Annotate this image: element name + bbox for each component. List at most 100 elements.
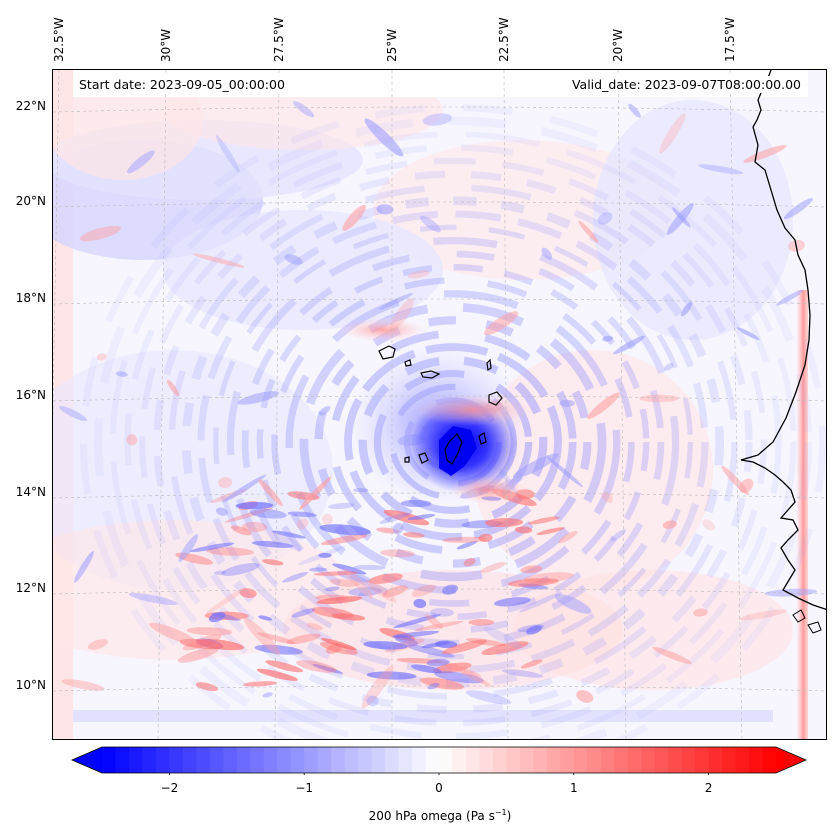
colorbar-segment <box>398 747 413 773</box>
field-patch <box>283 570 623 690</box>
field-streak <box>321 638 357 651</box>
colorbar-segment <box>641 747 656 773</box>
field-streak <box>662 520 677 529</box>
colorbar-segment <box>654 747 669 773</box>
latitude-gridline <box>53 588 826 595</box>
omega-field-layer <box>53 70 826 739</box>
wave-ring <box>93 116 813 739</box>
field-streak <box>764 588 818 597</box>
field-streak <box>327 502 355 510</box>
field-streak <box>666 203 694 235</box>
longitude-label: 25°W <box>385 28 399 62</box>
colorbar-segment <box>479 747 494 773</box>
field-streak <box>520 659 543 669</box>
field-streak <box>376 204 394 215</box>
field-streak <box>393 614 442 629</box>
field-streak <box>262 559 284 566</box>
field-streak <box>256 668 298 681</box>
colorbar-segment <box>128 747 143 773</box>
field-streak <box>230 525 252 536</box>
field-streak <box>128 592 178 605</box>
field-streak <box>224 507 273 523</box>
field-streak <box>663 363 674 371</box>
field-streak <box>536 527 565 535</box>
gridlines <box>53 70 826 739</box>
field-streak <box>115 371 128 377</box>
africa-coastline <box>740 126 826 611</box>
field-streak <box>79 225 122 242</box>
island-brava <box>404 456 410 463</box>
field-streak <box>442 536 487 543</box>
field-streak <box>378 293 414 310</box>
field-streak <box>414 621 464 631</box>
field-streak <box>702 519 716 531</box>
field-streak <box>526 625 543 635</box>
field-streak <box>364 118 404 157</box>
field-streak <box>331 613 366 621</box>
storm-ring-subsidence <box>448 476 528 504</box>
latitude-gridline <box>53 685 826 692</box>
omega-field-map <box>53 70 826 739</box>
field-streak <box>254 644 303 655</box>
colorbar-segment <box>425 747 440 773</box>
field-patch <box>53 70 203 180</box>
field-streak <box>205 587 246 615</box>
field-streak <box>332 563 367 575</box>
field-streak <box>325 586 340 592</box>
field-streak <box>738 609 788 621</box>
field-streak <box>366 671 417 680</box>
colorbar-segment <box>182 747 197 773</box>
field-streak <box>291 608 316 618</box>
field-streak <box>296 660 337 673</box>
field-streak <box>517 624 545 633</box>
field-streak <box>435 640 458 649</box>
field-streak <box>410 664 442 674</box>
latitude-label: 16°N <box>15 388 46 402</box>
field-streak <box>214 570 227 575</box>
field-streak <box>419 677 464 690</box>
field-streak <box>507 578 559 587</box>
field-streak <box>376 527 400 534</box>
field-streak <box>484 518 524 528</box>
field-streak <box>262 692 273 698</box>
colorbar-segment <box>196 747 211 773</box>
field-streak <box>74 550 94 583</box>
field-streak <box>597 212 613 225</box>
wave-ring <box>329 329 577 555</box>
field-streak <box>320 534 368 546</box>
colorbar-segment <box>560 747 575 773</box>
field-streak <box>519 591 563 613</box>
field-streak <box>602 335 614 342</box>
colorbar-segment <box>452 747 467 773</box>
colorbar-segment <box>115 747 130 773</box>
colorbar-segment <box>546 747 561 773</box>
field-streak <box>175 552 213 565</box>
colorbar-segment <box>371 747 386 773</box>
colorbar-segment <box>317 747 332 773</box>
colorbar-segment <box>169 747 184 773</box>
field-streak <box>480 562 507 573</box>
wave-ring <box>153 170 753 714</box>
field-streak <box>434 671 485 684</box>
field-streak <box>391 630 440 638</box>
field-streak <box>352 488 369 493</box>
colorbar-segment <box>600 747 615 773</box>
wave-ring <box>241 250 665 634</box>
field-streak <box>520 565 543 574</box>
colorbar-segment <box>668 747 683 773</box>
field-streak <box>186 627 233 636</box>
field-streak <box>293 101 315 118</box>
colorbar-segment <box>614 747 629 773</box>
colorbar-outline <box>70 746 808 774</box>
field-streak <box>406 644 455 658</box>
field-streak <box>743 145 787 163</box>
field-streak <box>353 564 386 570</box>
field-streak <box>221 563 260 576</box>
field-streak <box>484 311 519 336</box>
island-bijagos <box>792 609 806 623</box>
longitude-label: 30°W <box>159 28 173 62</box>
field-streak <box>286 633 321 645</box>
field-streak <box>426 658 450 667</box>
field-streak <box>425 614 444 629</box>
field-streak <box>413 598 427 609</box>
